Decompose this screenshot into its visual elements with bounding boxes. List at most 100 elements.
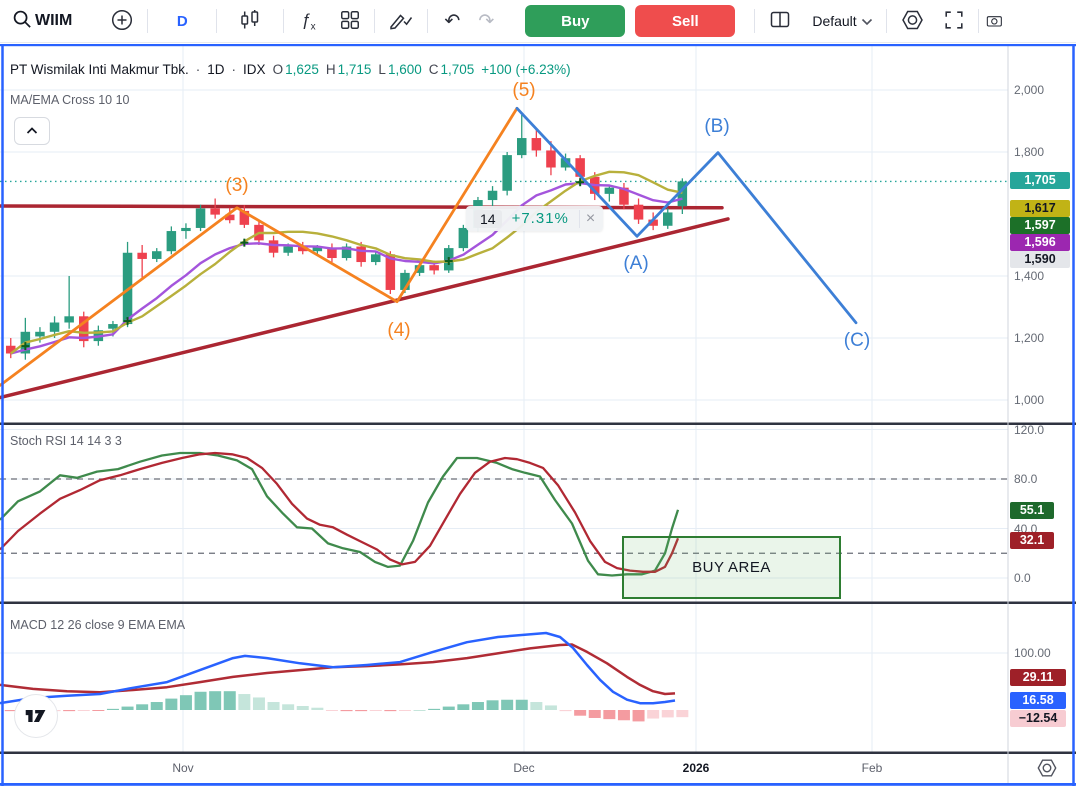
toolbar-separator [977, 9, 979, 33]
tradingview-logo[interactable] [14, 694, 58, 738]
symbol-title[interactable]: PT Wismilak Inti Makmur Tbk. [10, 62, 189, 77]
layout-split-button[interactable] [762, 4, 798, 38]
price-tick: 1,800 [1014, 145, 1045, 159]
wave-label: (5) [512, 80, 535, 101]
time-label: Nov [172, 761, 194, 775]
wave-label: (A) [623, 253, 648, 274]
price-badge: 1,705 [1010, 171, 1070, 189]
snapshot-button-partial[interactable] [986, 4, 1002, 38]
pen-check-icon [388, 8, 414, 35]
time-axis[interactable]: Nov Dec 2026 Feb [0, 754, 1076, 783]
grid-lines [0, 46, 1008, 752]
layout-select[interactable]: Default [798, 4, 878, 38]
stoch-tick: 80.0 [1014, 472, 1038, 486]
macd-tick: 100.00 [1014, 646, 1051, 660]
toolbar-separator [374, 9, 376, 33]
buy-button[interactable]: Buy [525, 5, 626, 37]
ohlc-open: O 1,625 [272, 62, 319, 77]
wave-label: (C) [844, 330, 870, 351]
buy-area-box[interactable] [622, 536, 841, 599]
wave-label: (3) [225, 175, 248, 196]
dot-separator: · [231, 62, 237, 77]
price-badge: 1,597 [1010, 216, 1070, 234]
price-tick: 1,200 [1014, 331, 1045, 345]
signal-line [0, 643, 676, 696]
layout-split-icon [768, 8, 792, 35]
stoch-tick: 0.0 [1014, 571, 1031, 585]
redo-icon: ↷ [478, 10, 495, 32]
interval-label: D [176, 12, 188, 30]
price-badge: 32.1 [1010, 531, 1054, 549]
bars-range-pill[interactable]: 14 +7.31% × [466, 206, 604, 231]
layout-name-label: Default [812, 13, 857, 29]
toolbar-separator [427, 9, 429, 33]
macd-label[interactable]: MACD 12 26 close 9 EMA EMA [10, 618, 186, 632]
time-label: Feb [861, 761, 883, 775]
settings-button[interactable] [894, 4, 931, 38]
ma-cross-markers [21, 178, 585, 351]
compare-add-button[interactable] [104, 4, 140, 38]
plus-circle-icon [110, 8, 134, 35]
collapse-panel-button[interactable] [14, 117, 50, 145]
close-icon[interactable]: × [578, 209, 595, 228]
fullscreen-icon [943, 9, 965, 34]
time-label: Dec [513, 761, 535, 775]
symbol-search-button[interactable]: WIIM [6, 4, 78, 38]
stoch-panel [0, 451, 1008, 577]
indicators-button[interactable]: ƒx [291, 4, 325, 38]
undo-button[interactable]: ↶ [435, 4, 469, 38]
chevron-up-icon [26, 122, 38, 140]
change-label: +100 (+6.23%) [481, 62, 571, 77]
stoch-K-line [0, 451, 680, 577]
wave-label: (4) [387, 320, 410, 341]
top-toolbar: WIIM D ƒx [0, 0, 1076, 43]
axis-settings-gear-icon[interactable] [1036, 757, 1058, 784]
wave-label: (B) [704, 116, 729, 137]
price-badge: 1,617 [1010, 199, 1070, 217]
stoch-rsi-label[interactable]: Stoch RSI 14 14 3 3 [10, 434, 122, 448]
search-icon [12, 9, 33, 33]
tv-logo-glyph [25, 710, 46, 722]
fullscreen-button[interactable] [937, 4, 971, 38]
ohlc-high: H 1,715 [325, 62, 372, 77]
dot-separator: · [195, 62, 201, 77]
ohlc-low: L 1,600 [378, 62, 422, 77]
price-badge: 16.58 [1010, 691, 1066, 709]
candlestick-style-icon [238, 8, 262, 35]
symbol-name: WIIM [35, 12, 73, 29]
header-interval[interactable]: 1D [207, 62, 225, 77]
trendlines[interactable] [0, 204, 730, 400]
stoch-tick: 120.0 [1014, 422, 1045, 437]
toolbar-separator [216, 9, 218, 33]
symbol-header: PT Wismilak Inti Makmur Tbk. · 1D · IDX … [10, 62, 571, 77]
price-badge: 29.11 [1010, 668, 1066, 686]
price-badge: 55.1 [1010, 501, 1054, 519]
ohlc-close: C 1,705 [428, 62, 475, 77]
moving-averages [10, 170, 683, 355]
fx-indicators-icon: ƒx [301, 9, 316, 33]
header-exchange[interactable]: IDX [243, 62, 266, 77]
sell-button[interactable]: Sell [635, 5, 736, 37]
undo-icon: ↶ [444, 10, 461, 32]
price-tick: 1,000 [1014, 393, 1045, 407]
price-tick: 2,000 [1014, 83, 1045, 97]
wave-impulse[interactable]: (3) (4) (5) [0, 80, 536, 387]
macd-line [0, 631, 676, 705]
wave-correction[interactable]: (A) (B) (C) [515, 106, 870, 351]
range-change: +7.31% [511, 210, 569, 227]
chart-style-button[interactable] [232, 4, 268, 38]
toolbar-separator [283, 9, 285, 33]
price-badge: 1,590 [1010, 250, 1070, 268]
frame [0, 44, 1076, 786]
main-indicator-label[interactable]: MA/EMA Cross 10 10 [10, 93, 130, 107]
time-label: 2026 [682, 761, 710, 775]
alert-draw-button[interactable] [382, 4, 420, 38]
redo-button[interactable]: ↷ [469, 4, 503, 38]
buy-area-label: BUY AREA [692, 559, 771, 576]
gear-icon [900, 8, 925, 35]
interval-button[interactable]: D [165, 4, 199, 38]
toolbar-separator [885, 9, 887, 33]
indicator-templates-button[interactable] [333, 4, 367, 38]
